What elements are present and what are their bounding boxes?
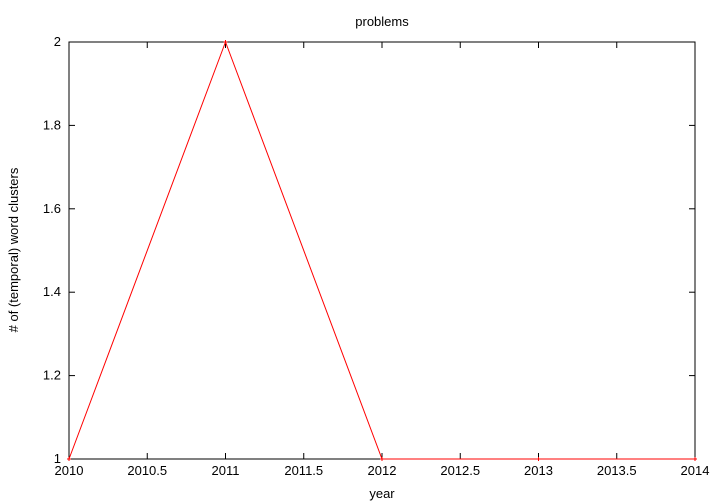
x-tick-label: 2011.5 (284, 463, 323, 478)
series-layer (67, 40, 697, 461)
x-tick-label: 2010.5 (127, 463, 167, 478)
y-tick-label: 1.6 (43, 201, 61, 216)
y-tick-label: 1 (54, 451, 61, 466)
data-point (693, 457, 697, 461)
x-tick-label: 2013.5 (597, 463, 637, 478)
y-axis-label: # of (temporal) word clusters (6, 167, 21, 332)
data-point (67, 457, 71, 461)
x-tick-label: 2011 (212, 463, 240, 478)
chart-title: problems (355, 14, 409, 29)
x-tick-label: 2013 (524, 463, 553, 478)
x-tick-label: 2010 (55, 463, 84, 478)
data-point (536, 457, 541, 461)
y-axis-ticks: 1 1.2 1.4 1.6 1.8 2 (43, 34, 695, 466)
y-tick-label: 2 (54, 34, 61, 49)
x-axis-ticks: 2010 2010.5 2011 2011.5 2012 2012.5 2013 2013.5… (55, 42, 710, 478)
series-line (68, 40, 695, 460)
x-axis-label: year (369, 486, 395, 501)
x-tick-label: 2014 (681, 463, 710, 478)
y-tick-label: 1.8 (43, 117, 61, 132)
y-tick-label: 1.2 (43, 368, 61, 383)
x-tick-label: 2012 (368, 463, 397, 478)
x-tick-label: 2012.5 (440, 463, 480, 478)
y-tick-label: 1.4 (43, 284, 61, 299)
plot-frame (68, 41, 696, 460)
data-point (223, 40, 228, 44)
data-point (380, 457, 384, 461)
